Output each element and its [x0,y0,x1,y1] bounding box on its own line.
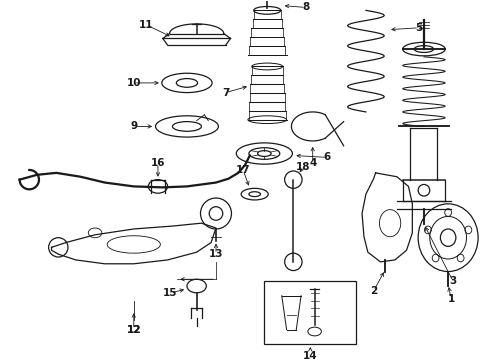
Text: 10: 10 [126,78,141,88]
Text: 18: 18 [296,162,310,172]
Text: 1: 1 [447,294,455,303]
Text: 13: 13 [209,249,223,259]
Text: 7: 7 [222,87,229,98]
Text: 4: 4 [309,158,317,168]
Text: 8: 8 [302,3,310,13]
Text: 6: 6 [323,152,331,162]
Text: 5: 5 [416,23,423,33]
Text: 12: 12 [126,325,141,334]
Bar [264,281,356,344]
Text: 3: 3 [449,276,457,286]
Text: 15: 15 [163,288,178,298]
Text: 16: 16 [151,158,165,168]
Text: 12: 12 [126,325,141,334]
Text: 2: 2 [370,286,377,296]
Text: 14: 14 [303,351,318,360]
Text: 11: 11 [139,20,153,30]
Text: 9: 9 [130,121,137,131]
Text: 17: 17 [236,165,250,175]
